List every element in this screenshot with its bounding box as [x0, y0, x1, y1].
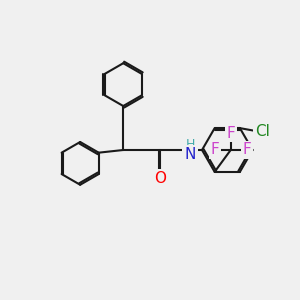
- Text: H: H: [186, 138, 195, 151]
- Text: Cl: Cl: [255, 124, 270, 139]
- Text: F: F: [243, 142, 252, 157]
- Text: F: F: [210, 142, 219, 157]
- Text: N: N: [184, 147, 196, 162]
- Text: F: F: [226, 126, 236, 141]
- Text: O: O: [154, 171, 166, 186]
